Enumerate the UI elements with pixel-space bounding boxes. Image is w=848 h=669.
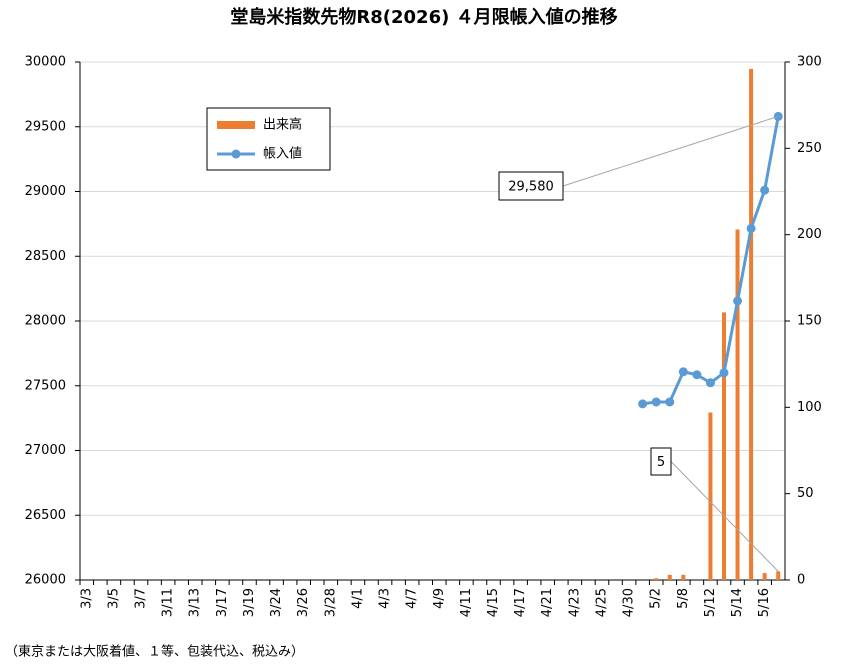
line-marker [678,367,688,377]
x-tick-label: 4/11 [459,588,474,617]
line-marker [665,397,675,407]
y-tick-label: 27000 [25,443,66,458]
y2-tick-label: 250 [797,141,822,156]
x-tick-label: 3/24 [269,588,284,617]
y-tick-label: 29000 [25,184,66,199]
bar [721,312,726,580]
x-tick-label: 5/8 [676,588,691,609]
legend-box [206,107,331,171]
x-tick-label: 5/16 [757,588,772,617]
legend-label: 帳入値 [263,146,302,162]
x-tick-label: 4/21 [540,588,555,617]
x-tick-label: 3/17 [215,588,230,617]
y2-tick-label: 0 [797,573,805,588]
x-tick-label: 4/9 [432,588,447,609]
legend-label: 出来高 [263,117,302,133]
x-tick-label: 5/2 [649,588,664,609]
legend-swatch-marker [231,149,241,159]
y-tick-label: 26500 [25,508,66,523]
x-tick-label: 4/3 [378,588,393,609]
y-tick-label: 28500 [25,249,66,264]
y-tick-label: 27500 [25,378,66,393]
bar [667,574,672,580]
y2-tick-label: 300 [797,55,822,70]
y2-tick-label: 100 [797,400,822,415]
y-tick-label: 26000 [25,573,66,588]
chart-title: 堂島米指数先物R8(2026) ４月限帳入値の推移 [230,6,617,28]
annotation-box [650,447,672,476]
y-tick-label: 30000 [25,55,66,70]
x-tick-label: 3/19 [242,588,257,617]
x-tick-label: 3/7 [134,588,149,609]
footnote: （東京または大阪着値、１等、包装代込、税込み） [5,644,304,660]
x-tick-label: 5/12 [703,588,718,617]
x-tick-label: 4/15 [486,588,501,617]
x-tick-label: 4/23 [567,588,582,617]
x-tick-label: 3/3 [79,588,94,609]
bar [762,573,767,580]
line-marker [746,223,756,233]
bar [654,578,659,580]
bar [776,571,781,580]
bar [749,68,754,580]
x-tick-label: 4/25 [594,588,609,617]
y2-tick-label: 50 [797,486,814,501]
line-marker [692,370,702,380]
x-tick-label: 3/13 [188,588,203,617]
y-tick-label: 28000 [25,314,66,329]
x-tick-label: 3/26 [296,588,311,617]
line-marker [760,185,770,195]
x-tick-label: 4/1 [350,588,365,609]
x-tick-label: 3/11 [161,588,176,617]
line-marker [638,399,648,409]
legend-swatch [217,121,255,129]
line-marker [719,368,729,378]
line [642,116,780,406]
line-marker [705,378,715,388]
bar [681,574,686,580]
annotation: 29,580 [508,180,554,195]
x-tick-label: 5/14 [730,588,745,617]
y2-tick-label: 200 [797,227,822,242]
annotation: 5 [657,455,665,470]
annotation-leader [670,461,779,572]
x-tick-label: 3/5 [106,588,121,609]
y2-tick-label: 150 [797,314,822,329]
bar [708,412,713,580]
x-tick-label: 4/17 [513,588,528,617]
line-marker [651,397,661,407]
x-tick-label: 4/7 [405,588,420,609]
y-tick-label: 29500 [25,119,66,134]
annotation-leader [562,115,779,187]
line-marker [733,296,743,306]
x-tick-label: 4/30 [622,588,637,617]
bar [735,229,740,580]
x-tick-label: 3/28 [323,588,338,617]
annotation-box [498,171,564,201]
